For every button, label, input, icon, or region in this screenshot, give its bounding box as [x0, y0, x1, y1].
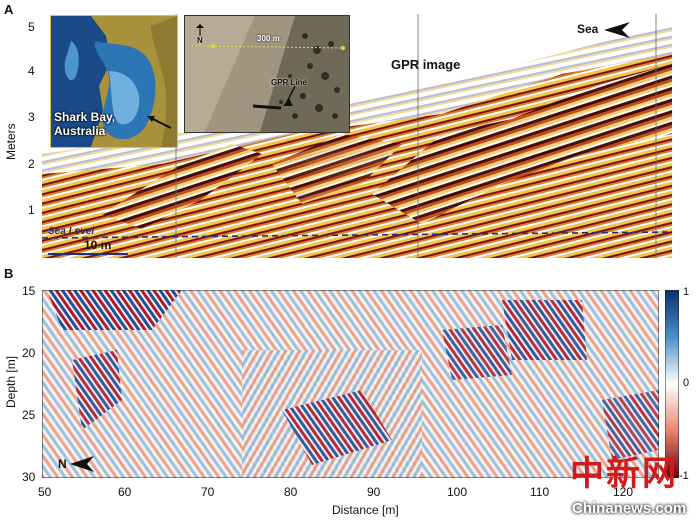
inset-map-label-line1: Shark Bay,: [54, 110, 116, 124]
panel-a-letter: A: [4, 2, 14, 17]
panel-b-y-tick: 25: [22, 408, 36, 422]
panel-a-y-tick: 2: [28, 157, 35, 171]
panel-b-x-tick: 100: [447, 485, 468, 499]
photo-distance-label: 300 m: [257, 34, 280, 43]
panel-b-x-tick: 50: [38, 485, 52, 499]
panel-b-x-tick: 110: [530, 485, 550, 499]
panel-b-x-axis-label: Distance [m]: [332, 503, 399, 517]
panel-b-y-tick: 15: [22, 284, 36, 298]
panel-b-letter: B: [4, 266, 14, 281]
panel-a-y-tick: 4: [28, 64, 35, 78]
colorbar-tick: 1: [683, 286, 690, 298]
gpr-image-title: GPR image: [391, 57, 461, 72]
aerial-photo-inset: 300 m N GPR Line: [184, 15, 350, 133]
panel-b-x-tick: 70: [201, 485, 215, 499]
panel-b-north-label: N: [58, 457, 67, 471]
scale-bar-label: 10 m: [84, 238, 112, 252]
panel-b-x-tick: 120: [613, 485, 634, 499]
panel-b-x-tick: 80: [284, 485, 298, 499]
panel-a-y-tick: 3: [28, 110, 35, 124]
sea-arrow-icon: [604, 22, 630, 38]
panel-a-y-tick: 5: [28, 20, 35, 34]
panel-b-x-tick: 60: [118, 485, 132, 499]
north-arrow-icon: [196, 24, 204, 36]
panel-b-y-axis-label: Depth [m]: [4, 355, 18, 408]
panel-b-north-arrow-icon: [70, 456, 94, 472]
panel-b-x-tick: 90: [367, 485, 381, 499]
watermark-site-label: Chinanews.com: [572, 500, 687, 517]
location-arrow-icon: [147, 116, 171, 129]
photo-gpr-line-label: GPR Line: [271, 78, 308, 87]
panel-a-y-axis-label: Meters: [4, 123, 18, 160]
colorbar-tick: 0: [683, 377, 690, 389]
colorbar: [665, 290, 679, 478]
panel-a-y-tick: 1: [28, 203, 35, 217]
panel-b-y-tick: 20: [22, 346, 36, 360]
shark-bay-inset-map: Shark Bay, Australia: [50, 15, 178, 148]
depth-section-image: [42, 290, 659, 478]
colorbar-tick: -1: [679, 470, 689, 482]
photo-north-label: N: [197, 36, 203, 45]
gpr-radar-image: [42, 14, 672, 262]
watermark-chinese-logo: 中新网: [570, 454, 678, 494]
panel-b-y-tick: 30: [22, 470, 36, 484]
sea-level-label: Sea Level: [48, 226, 95, 237]
sea-direction-label: Sea: [577, 22, 599, 36]
inset-map-label-line2: Australia: [54, 124, 106, 138]
